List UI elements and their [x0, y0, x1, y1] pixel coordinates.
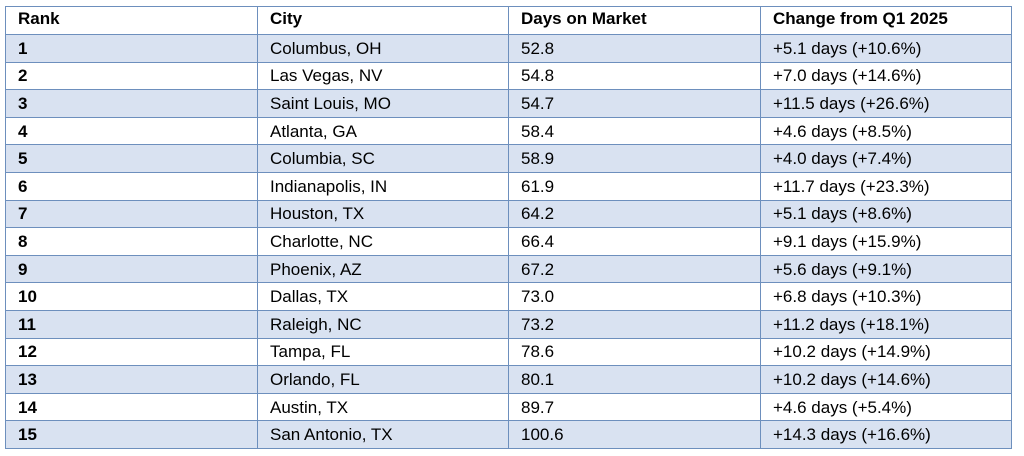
- table-row: 3 Saint Louis, MO 54.7 +11.5 days (+26.6%): [5, 89, 1012, 118]
- rank-cell: 8: [5, 227, 258, 256]
- city-cell: Indianapolis, IN: [257, 171, 509, 201]
- table-row: 4 Atlanta, GA 58.4 +4.6 days (+8.5%): [5, 116, 1012, 146]
- days-on-market-cell: 61.9: [508, 171, 761, 201]
- days-on-market-cell: 89.7: [508, 392, 761, 422]
- change-cell: +4.6 days (+5.4%): [760, 392, 1012, 422]
- change-cell: +10.2 days (+14.6%): [760, 365, 1012, 394]
- city-cell: San Antonio, TX: [257, 420, 509, 449]
- rank-cell: 12: [5, 337, 258, 367]
- city-cell: Tampa, FL: [257, 337, 509, 367]
- city-cell: Orlando, FL: [257, 365, 509, 394]
- header-city: City: [257, 6, 509, 35]
- header-rank: Rank: [5, 6, 258, 35]
- header-row: Rank City Days on Market Change from Q1 …: [5, 6, 1012, 35]
- city-cell: Houston, TX: [257, 199, 509, 229]
- table-row: 10 Dallas, TX 73.0 +6.8 days (+10.3%): [5, 282, 1012, 311]
- header-days-on-market: Days on Market: [508, 6, 761, 35]
- rank-cell: 5: [5, 144, 258, 173]
- rank-cell: 7: [5, 199, 258, 229]
- city-cell: Saint Louis, MO: [257, 89, 509, 118]
- days-on-market-cell: 78.6: [508, 337, 761, 367]
- change-cell: +11.7 days (+23.3%): [760, 171, 1012, 201]
- days-on-market-cell: 67.2: [508, 254, 761, 284]
- table-row: 5 Columbia, SC 58.9 +4.0 days (+7.4%): [5, 144, 1012, 173]
- city-cell: Austin, TX: [257, 392, 509, 422]
- rank-cell: 13: [5, 365, 258, 394]
- table-row: 11 Raleigh, NC 73.2 +11.2 days (+18.1%): [5, 309, 1012, 339]
- change-cell: +10.2 days (+14.9%): [760, 337, 1012, 367]
- table-row: 14 Austin, TX 89.7 +4.6 days (+5.4%): [5, 392, 1012, 422]
- days-on-market-cell: 58.9: [508, 144, 761, 173]
- change-cell: +9.1 days (+15.9%): [760, 227, 1012, 256]
- table-row: 6 Indianapolis, IN 61.9 +11.7 days (+23.3%): [5, 171, 1012, 201]
- table-row: 15 San Antonio, TX 100.6 +14.3 days (+16.6%…: [5, 420, 1012, 449]
- city-cell: Dallas, TX: [257, 282, 509, 311]
- days-on-market-cell: 54.8: [508, 61, 761, 91]
- table-row: 8 Charlotte, NC 66.4 +9.1 days (+15.9%): [5, 227, 1012, 256]
- change-cell: +4.6 days (+8.5%): [760, 116, 1012, 146]
- change-cell: +6.8 days (+10.3%): [760, 282, 1012, 311]
- rank-cell: 9: [5, 254, 258, 284]
- rank-cell: 10: [5, 282, 258, 311]
- table-row: 12 Tampa, FL 78.6 +10.2 days (+14.9%): [5, 337, 1012, 367]
- rank-cell: 2: [5, 61, 258, 91]
- city-cell: Raleigh, NC: [257, 309, 509, 339]
- change-cell: +11.5 days (+26.6%): [760, 89, 1012, 118]
- city-cell: Columbus, OH: [257, 34, 509, 63]
- city-cell: Las Vegas, NV: [257, 61, 509, 91]
- header-change: Change from Q1 2025: [760, 6, 1012, 35]
- table-row: 13 Orlando, FL 80.1 +10.2 days (+14.6%): [5, 365, 1012, 394]
- table-row: 2 Las Vegas, NV 54.8 +7.0 days (+14.6%): [5, 61, 1012, 91]
- days-on-market-cell: 58.4: [508, 116, 761, 146]
- rank-cell: 1: [5, 34, 258, 63]
- days-on-market-cell: 73.2: [508, 309, 761, 339]
- city-cell: Phoenix, AZ: [257, 254, 509, 284]
- change-cell: +5.6 days (+9.1%): [760, 254, 1012, 284]
- rank-cell: 11: [5, 309, 258, 339]
- days-on-market-cell: 54.7: [508, 89, 761, 118]
- rank-cell: 14: [5, 392, 258, 422]
- days-on-market-cell: 64.2: [508, 199, 761, 229]
- change-cell: +4.0 days (+7.4%): [760, 144, 1012, 173]
- table-container: Rank City Days on Market Change from Q1 …: [5, 6, 1012, 449]
- table-row: 7 Houston, TX 64.2 +5.1 days (+8.6%): [5, 199, 1012, 229]
- change-cell: +5.1 days (+8.6%): [760, 199, 1012, 229]
- days-on-market-table: Rank City Days on Market Change from Q1 …: [5, 6, 1012, 449]
- city-cell: Columbia, SC: [257, 144, 509, 173]
- rank-cell: 3: [5, 89, 258, 118]
- days-on-market-cell: 73.0: [508, 282, 761, 311]
- table-row: 9 Phoenix, AZ 67.2 +5.6 days (+9.1%): [5, 254, 1012, 284]
- rank-cell: 6: [5, 171, 258, 201]
- rank-cell: 15: [5, 420, 258, 449]
- change-cell: +5.1 days (+10.6%): [760, 34, 1012, 63]
- change-cell: +14.3 days (+16.6%): [760, 420, 1012, 449]
- rank-cell: 4: [5, 116, 258, 146]
- city-cell: Atlanta, GA: [257, 116, 509, 146]
- city-cell: Charlotte, NC: [257, 227, 509, 256]
- days-on-market-cell: 52.8: [508, 34, 761, 63]
- change-cell: +7.0 days (+14.6%): [760, 61, 1012, 91]
- table-row: 1 Columbus, OH 52.8 +5.1 days (+10.6%): [5, 34, 1012, 63]
- change-cell: +11.2 days (+18.1%): [760, 309, 1012, 339]
- days-on-market-cell: 80.1: [508, 365, 761, 394]
- days-on-market-cell: 66.4: [508, 227, 761, 256]
- days-on-market-cell: 100.6: [508, 420, 761, 449]
